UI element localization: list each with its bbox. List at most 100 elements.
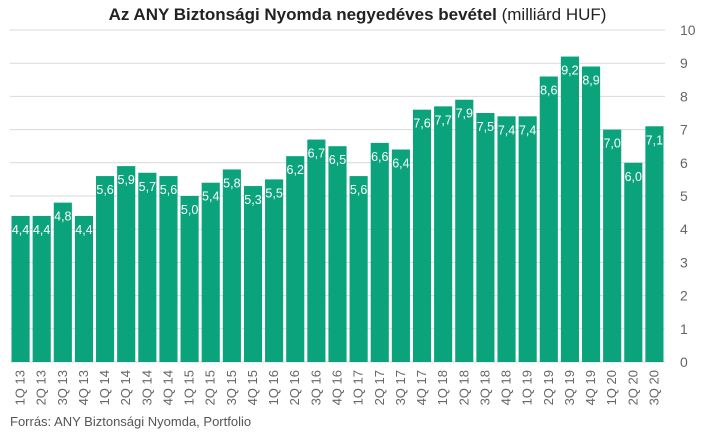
bar (265, 179, 284, 362)
bar-value-label: 8,6 (540, 83, 557, 97)
bar-value-label: 7,4 (519, 123, 536, 137)
bar-value-label: 6,0 (625, 170, 642, 184)
x-tick-label: 1Q 17 (351, 370, 366, 405)
bar (370, 142, 389, 362)
bar (391, 149, 410, 362)
x-tick-label: 1Q 16 (266, 370, 281, 405)
bar-value-label: 4,4 (75, 223, 92, 237)
x-tick-label: 3Q 18 (477, 370, 492, 405)
bar-value-label: 5,7 (139, 180, 156, 194)
bar (603, 129, 622, 362)
bar (74, 215, 94, 362)
y-tick-label: 3 (680, 254, 688, 270)
bar-value-label: 5,3 (244, 193, 261, 207)
bar (328, 146, 347, 362)
bar-value-label: 6,6 (371, 150, 388, 164)
x-tick-label: 2Q 13 (34, 370, 49, 405)
y-tick-label: 10 (680, 22, 696, 38)
y-tick-label: 7 (680, 122, 688, 138)
bar (412, 109, 432, 363)
bar (539, 76, 558, 362)
y-tick-label: 1 (680, 321, 688, 337)
bar-value-label: 5,6 (160, 183, 177, 197)
value-labels: 4,4 4,4 4,8 4,4 5,6 5,9 5,7 5,6 5,0 5,4 5,8 5,3 5,5 6… (12, 64, 663, 237)
bar-value-label: 5,6 (96, 183, 113, 197)
x-tick-label: 4Q 17 (414, 370, 429, 405)
x-tick-label: 1Q 19 (520, 370, 535, 405)
bar-value-label: 6,2 (287, 163, 304, 177)
bar (560, 56, 579, 363)
x-tick-label: 2Q 15 (203, 370, 218, 405)
y-tick-label: 0 (680, 354, 688, 370)
x-tick-label: 3Q 15 (224, 370, 239, 405)
bar-value-label: 7,5 (477, 120, 494, 134)
x-tick-label: 3Q 19 (562, 370, 577, 405)
bar (32, 215, 51, 362)
bars (11, 56, 664, 363)
bar-value-label: 7,4 (498, 123, 515, 137)
x-tick-label: 4Q 18 (499, 370, 514, 405)
x-tick-label: 4Q 16 (330, 370, 345, 405)
bar (53, 202, 72, 362)
x-tick-label: 1Q 18 (435, 370, 450, 405)
x-tick-label: 4Q 13 (76, 370, 91, 405)
bar (307, 139, 326, 362)
bar (286, 156, 305, 362)
x-tick-label: 3Q 14 (139, 370, 154, 405)
y-tick-label: 6 (680, 155, 688, 171)
bar-value-label: 8,9 (582, 74, 599, 88)
bar (201, 182, 220, 362)
x-tick-label: 4Q 15 (245, 370, 260, 405)
x-tick-label: 1Q 13 (13, 370, 28, 405)
y-tick-label: 9 (680, 55, 688, 71)
bar-value-label: 6,7 (308, 147, 325, 161)
bar-value-label: 5,5 (265, 186, 282, 200)
bar (434, 106, 453, 362)
chart-title-main: Az ANY Biztonsági Nyomda negyedéves bevé… (108, 5, 497, 24)
bar-value-label: 9,2 (561, 64, 578, 78)
chart-title: Az ANY Biztonsági Nyomda negyedéves bevé… (0, 5, 715, 25)
bar-value-label: 7,7 (434, 113, 451, 127)
bar (624, 162, 643, 362)
x-tick-label: 1Q 20 (604, 370, 619, 405)
x-tick-label: 2Q 18 (456, 370, 471, 405)
bar-value-label: 6,5 (329, 153, 346, 167)
bar-value-label: 5,6 (350, 183, 367, 197)
x-tick-label: 1Q 15 (182, 370, 197, 405)
bar (96, 176, 115, 362)
bar (243, 186, 263, 362)
x-tick-label: 2Q 17 (372, 370, 387, 405)
x-axis-ticks: 1Q 13 2Q 13 3Q 13 4Q 13 1Q 14 2Q 14 3Q 14 4Q 14… (13, 370, 662, 405)
bar (159, 176, 178, 362)
bar (222, 169, 241, 362)
bar (138, 172, 157, 362)
bar-value-label: 4,4 (12, 223, 29, 237)
bar-value-label: 7,0 (603, 137, 620, 151)
x-tick-label: 3Q 17 (393, 370, 408, 405)
bar (581, 66, 601, 363)
bar (117, 166, 136, 362)
y-tick-label: 2 (680, 288, 688, 304)
bar-value-label: 7,9 (456, 107, 473, 121)
bar (180, 196, 199, 362)
x-tick-label: 4Q 19 (583, 370, 598, 405)
bar (349, 176, 368, 362)
bar-value-label: 5,9 (118, 173, 135, 187)
x-tick-label: 2Q 14 (118, 370, 133, 405)
x-tick-label: 3Q 13 (55, 370, 70, 405)
x-tick-label: 2Q 16 (287, 370, 302, 405)
x-tick-label: 1Q 14 (97, 370, 112, 405)
x-tick-label: 2Q 19 (541, 370, 556, 405)
bar-value-label: 7,6 (413, 117, 430, 131)
bar-value-label: 7,1 (646, 133, 663, 147)
x-tick-label: 3Q 16 (308, 370, 323, 405)
bar (476, 113, 495, 362)
bar (497, 116, 516, 362)
bar-value-label: 5,0 (181, 203, 198, 217)
bar-value-label: 5,4 (202, 190, 219, 204)
y-axis-ticks: 0 1 2 3 4 5 6 7 8 9 10 (680, 22, 696, 370)
y-tick-label: 8 (680, 88, 688, 104)
bar (11, 215, 30, 362)
bar (518, 116, 537, 362)
